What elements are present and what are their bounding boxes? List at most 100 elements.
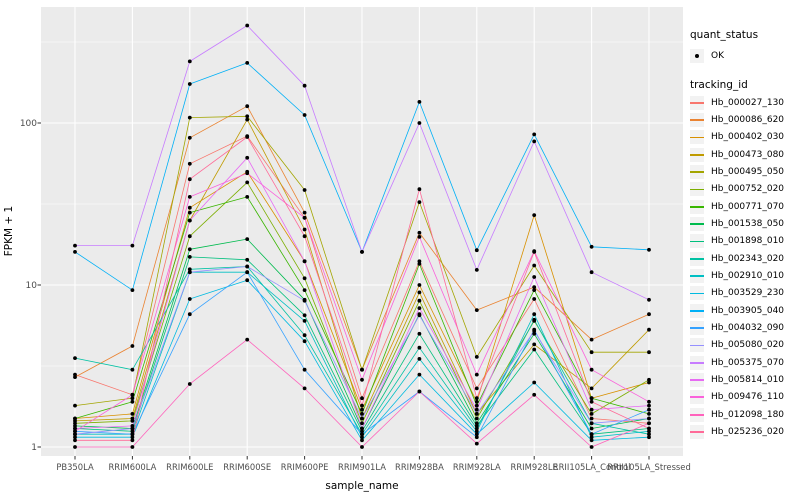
x-tick-label: RRIM928BA — [395, 462, 444, 472]
legend-entry: Hb_005080_020 — [690, 337, 800, 354]
data-point — [474, 412, 479, 416]
data-point — [187, 267, 192, 272]
legend-entry-label: Hb_000771_070 — [711, 201, 785, 212]
legend-entry-label: Hb_002343_020 — [711, 253, 785, 264]
data-point — [360, 445, 364, 449]
data-point — [187, 59, 192, 64]
data-point — [647, 380, 651, 385]
legend-entry-label: Hb_000752_020 — [711, 184, 785, 195]
legend-key-line-icon — [690, 171, 704, 173]
series-points-Hb_005375_070 — [73, 23, 651, 302]
data-point — [130, 432, 135, 437]
legend-entry-label: Hb_000495_050 — [711, 167, 785, 178]
legend-entry-label: Hb_003529_230 — [711, 288, 785, 299]
x-tick-label: RRIM928LA — [453, 462, 501, 472]
legend-entry-label: Hb_005814_010 — [711, 375, 785, 385]
legend-entry-label: Hb_000086_620 — [711, 115, 785, 126]
legend-entry-label: Hb_001538_050 — [711, 219, 785, 230]
legend-key-line-icon — [690, 205, 704, 208]
data-point — [589, 386, 594, 391]
data-point — [532, 297, 537, 301]
data-point — [245, 264, 250, 269]
legend-key-line-icon — [690, 309, 704, 312]
data-point — [245, 114, 250, 119]
data-point — [532, 132, 537, 137]
legend-entry: Hb_001538_050 — [690, 215, 800, 232]
legend-entry: Hb_002343_020 — [690, 250, 800, 267]
data-point — [302, 188, 307, 192]
x-axis-tick-labels: PB350LA RRIM600LA RRIM600LE RRIM600SE RRIM60… — [56, 462, 690, 472]
data-point — [360, 421, 364, 426]
data-point — [532, 263, 537, 268]
series-points-Hb_000495_050 — [73, 114, 651, 408]
data-point — [302, 339, 307, 344]
data-point — [360, 416, 364, 421]
data-point — [73, 438, 77, 443]
legend-entry: Hb_012098_180 — [690, 406, 800, 423]
data-point — [360, 435, 364, 440]
legend-key-swatch — [690, 269, 704, 284]
legend-key-line-icon — [690, 413, 704, 416]
data-point — [302, 234, 307, 239]
data-point — [245, 104, 250, 109]
data-point — [589, 445, 594, 449]
data-point — [589, 244, 594, 249]
legend-entry-label: Hb_009476_110 — [711, 392, 785, 403]
y-axis-title: FPKM + 1 — [3, 206, 15, 256]
data-point — [474, 426, 479, 431]
legend-key-swatch — [690, 217, 704, 232]
legend-entry-label: Hb_003905_040 — [711, 305, 785, 316]
data-point — [474, 372, 479, 377]
legend-entry: Hb_000086_620 — [690, 111, 800, 128]
legend-entry-label: Hb_002910_010 — [711, 271, 785, 282]
data-point — [532, 285, 537, 289]
legend-key-line-icon — [690, 431, 704, 433]
data-point — [589, 396, 594, 401]
data-point — [302, 227, 307, 232]
data-point — [417, 230, 422, 235]
data-point — [474, 308, 479, 312]
legend-entry: Hb_000473_080 — [690, 146, 800, 163]
data-point — [130, 392, 135, 397]
legend-entry-ok: OK — [690, 48, 800, 63]
data-point — [589, 416, 594, 421]
legend-key-line-icon — [690, 188, 704, 191]
legend-entry-label: Hb_000402_030 — [711, 132, 785, 143]
data-point — [130, 429, 135, 434]
data-point — [647, 435, 651, 440]
data-point — [417, 372, 422, 377]
data-point — [589, 435, 594, 440]
data-point — [245, 278, 250, 283]
data-point — [245, 135, 250, 139]
gridlines — [41, 7, 683, 456]
data-point — [417, 313, 422, 318]
legend-key-line-icon — [690, 379, 704, 381]
legend-key-line-icon — [690, 327, 704, 329]
data-point — [647, 312, 651, 317]
data-point — [417, 306, 422, 310]
data-point — [589, 350, 594, 355]
legend-key-swatch — [690, 48, 704, 63]
x-tick-label: RRIM600PE — [281, 462, 329, 472]
data-point — [417, 187, 422, 192]
series-points-Hb_025236_020 — [73, 135, 651, 443]
data-point — [187, 270, 192, 275]
ok-point-marker-icon — [695, 53, 699, 58]
data-point — [245, 180, 250, 185]
data-point — [474, 424, 479, 428]
data-point — [130, 243, 135, 248]
data-point — [589, 367, 594, 372]
data-point — [647, 426, 651, 431]
legend-entry: Hb_004032_090 — [690, 319, 800, 336]
series-points-Hb_005080_020 — [73, 264, 651, 437]
legend-entry-label: Hb_005080_020 — [711, 340, 785, 351]
data-point — [73, 356, 77, 360]
data-point — [474, 416, 479, 421]
data-point — [474, 429, 479, 434]
data-point — [245, 155, 250, 160]
legend-entry: Hb_003529_230 — [690, 285, 800, 302]
data-point — [73, 424, 77, 428]
data-point — [589, 412, 594, 416]
